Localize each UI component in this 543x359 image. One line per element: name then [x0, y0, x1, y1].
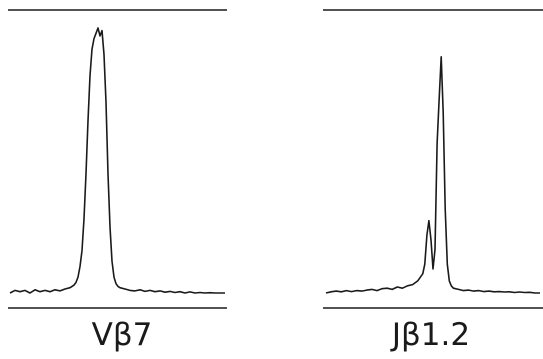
panel-vb7-label: Vβ7: [92, 317, 153, 353]
panel-jb1-2: Jβ1.2: [323, 9, 543, 353]
panel-vb7-trace: [9, 27, 225, 294]
panel-jb1-2-trace: [325, 55, 540, 294]
panel-vb7: Vβ7: [8, 9, 227, 353]
panel-jb1-2-label: Jβ1.2: [390, 317, 470, 353]
